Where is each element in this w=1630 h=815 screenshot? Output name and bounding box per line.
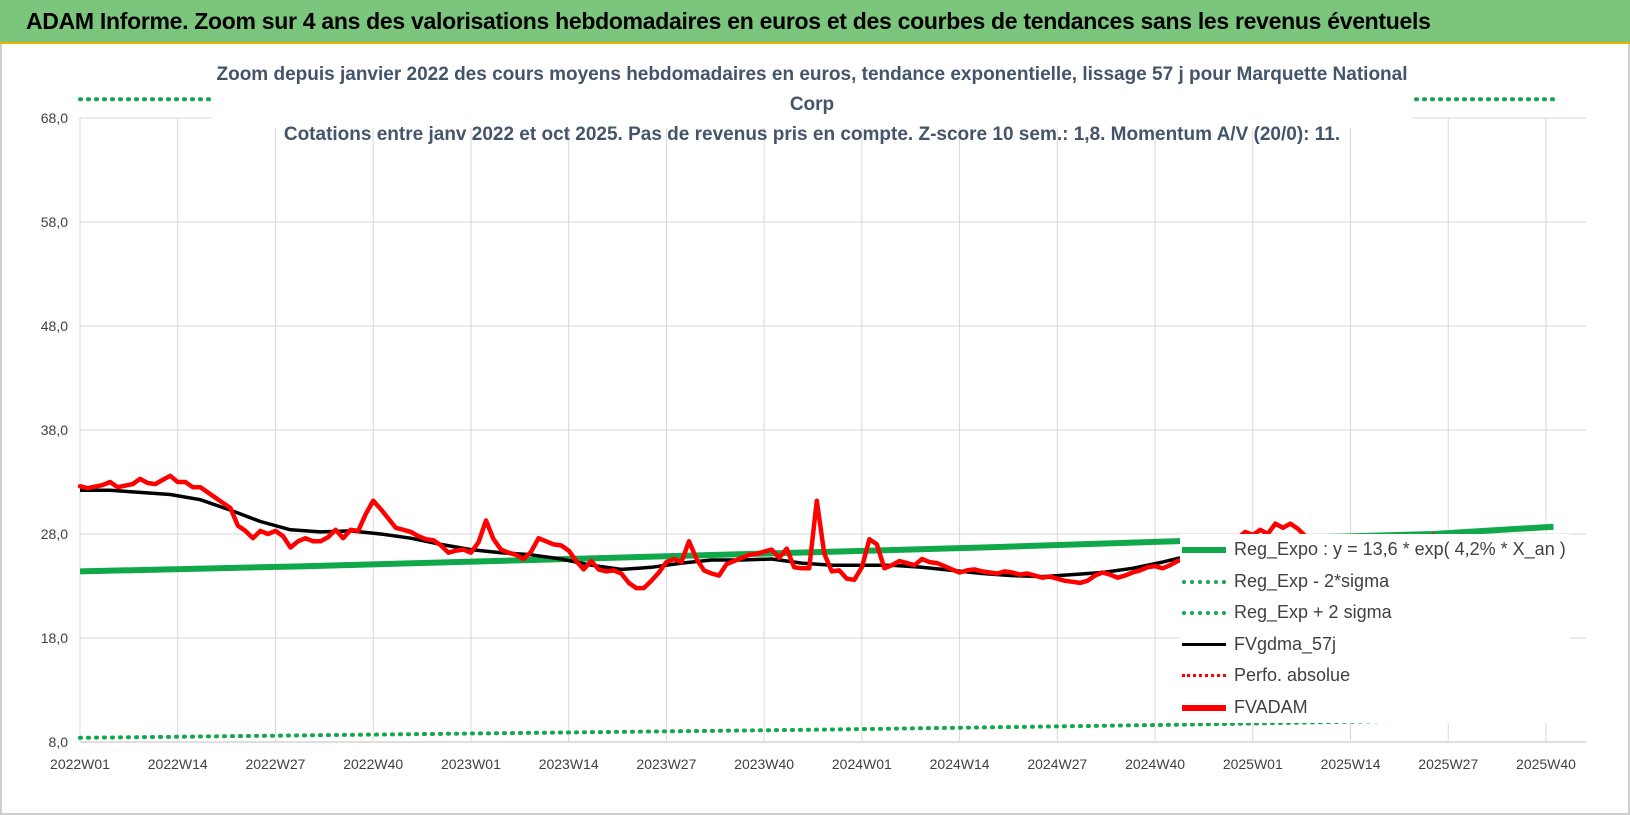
x-tick-label: 2024W27 — [1027, 756, 1087, 772]
report-banner: ADAM Informe. Zoom sur 4 ans des valoris… — [0, 0, 1630, 44]
legend-swatch-fvgdma — [1182, 642, 1226, 646]
x-tick-label: 2023W40 — [734, 756, 794, 772]
legend-label: FVgdma_57j — [1234, 633, 1337, 654]
y-tick-label: 18,0 — [41, 630, 68, 646]
y-axis-ticks: 68,0 58,0 48,0 38,0 28,0 18,0 8,0 — [41, 110, 68, 750]
x-tick-label: 2025W01 — [1223, 756, 1283, 772]
chart-title-line-2: Cotations entre janv 2022 et oct 2025. P… — [283, 124, 1341, 145]
y-tick-label: 48,0 — [41, 318, 68, 334]
legend-item-fvadam: FVADAM — [1180, 692, 1570, 724]
x-tick-label: 2022W14 — [148, 756, 208, 772]
legend-item-fvgdma: FVgdma_57j — [1180, 629, 1570, 661]
chart-gridlines — [79, 117, 1586, 743]
x-tick-label: 2024W01 — [832, 756, 892, 772]
legend-item-perfo: Perfo. absolue — [1180, 660, 1570, 692]
legend-swatch-reg-expo — [1182, 547, 1226, 553]
x-tick-label: 2023W01 — [441, 756, 501, 772]
x-tick-label: 2025W14 — [1321, 756, 1381, 772]
x-tick-label: 2023W27 — [636, 756, 696, 772]
legend-swatch-reg-exp-plus — [1182, 611, 1226, 615]
x-tick-label: 2023W14 — [539, 756, 599, 772]
y-tick-label: 8,0 — [49, 734, 69, 750]
legend-item-reg-exp-minus: Reg_Exp - 2*sigma — [1180, 566, 1570, 598]
chart-frame — [0, 44, 1630, 815]
legend-swatch-fvadam — [1182, 704, 1226, 711]
y-tick-label: 68,0 — [41, 110, 68, 126]
chart-legend: Reg_Expo : y = 13,6 * exp( 4,2% * X_an )… — [1180, 534, 1570, 723]
x-tick-label: 2025W27 — [1418, 756, 1478, 772]
legend-label: FVADAM — [1234, 696, 1308, 717]
legend-item-reg-exp-plus: Reg_Exp + 2 sigma — [1180, 597, 1570, 629]
x-tick-label: 2022W01 — [50, 756, 110, 772]
series-line-1-dotted-green — [78, 716, 1556, 740]
legend-swatch-reg-exp-minus — [1182, 579, 1226, 584]
report-title: ADAM Informe. Zoom sur 4 ans des valoris… — [26, 8, 1431, 34]
x-tick-label: 2024W40 — [1125, 756, 1185, 772]
chart-title-line-1: Zoom depuis janvier 2022 des cours moyen… — [216, 64, 1408, 115]
legend-label: Perfo. absolue — [1234, 665, 1351, 685]
y-tick-label: 58,0 — [41, 214, 68, 230]
x-tick-label: 2022W40 — [343, 756, 403, 772]
chart-title: Zoom depuis janvier 2022 des cours moyen… — [212, 60, 1412, 145]
y-tick-label: 38,0 — [41, 422, 68, 438]
legend-label: Reg_Exp + 2 sigma — [1234, 602, 1392, 622]
y-tick-label: 28,0 — [41, 526, 68, 542]
x-tick-label: 2022W27 — [245, 756, 305, 772]
x-tick-label: 2024W14 — [930, 756, 990, 772]
legend-swatch-perfo — [1182, 674, 1226, 677]
legend-item-reg-expo: Reg_Expo : y = 13,6 * exp( 4,2% * X_an ) — [1180, 534, 1570, 566]
legend-label: Reg_Expo : y = 13,6 * exp( 4,2% * X_an ) — [1234, 539, 1566, 559]
x-tick-label: 2025W40 — [1516, 756, 1576, 772]
x-axis-ticks: 2022W01 2022W14 2022W27 2022W40 2023W01 2023W… — [50, 756, 1576, 772]
legend-label: Reg_Exp - 2*sigma — [1234, 570, 1390, 591]
